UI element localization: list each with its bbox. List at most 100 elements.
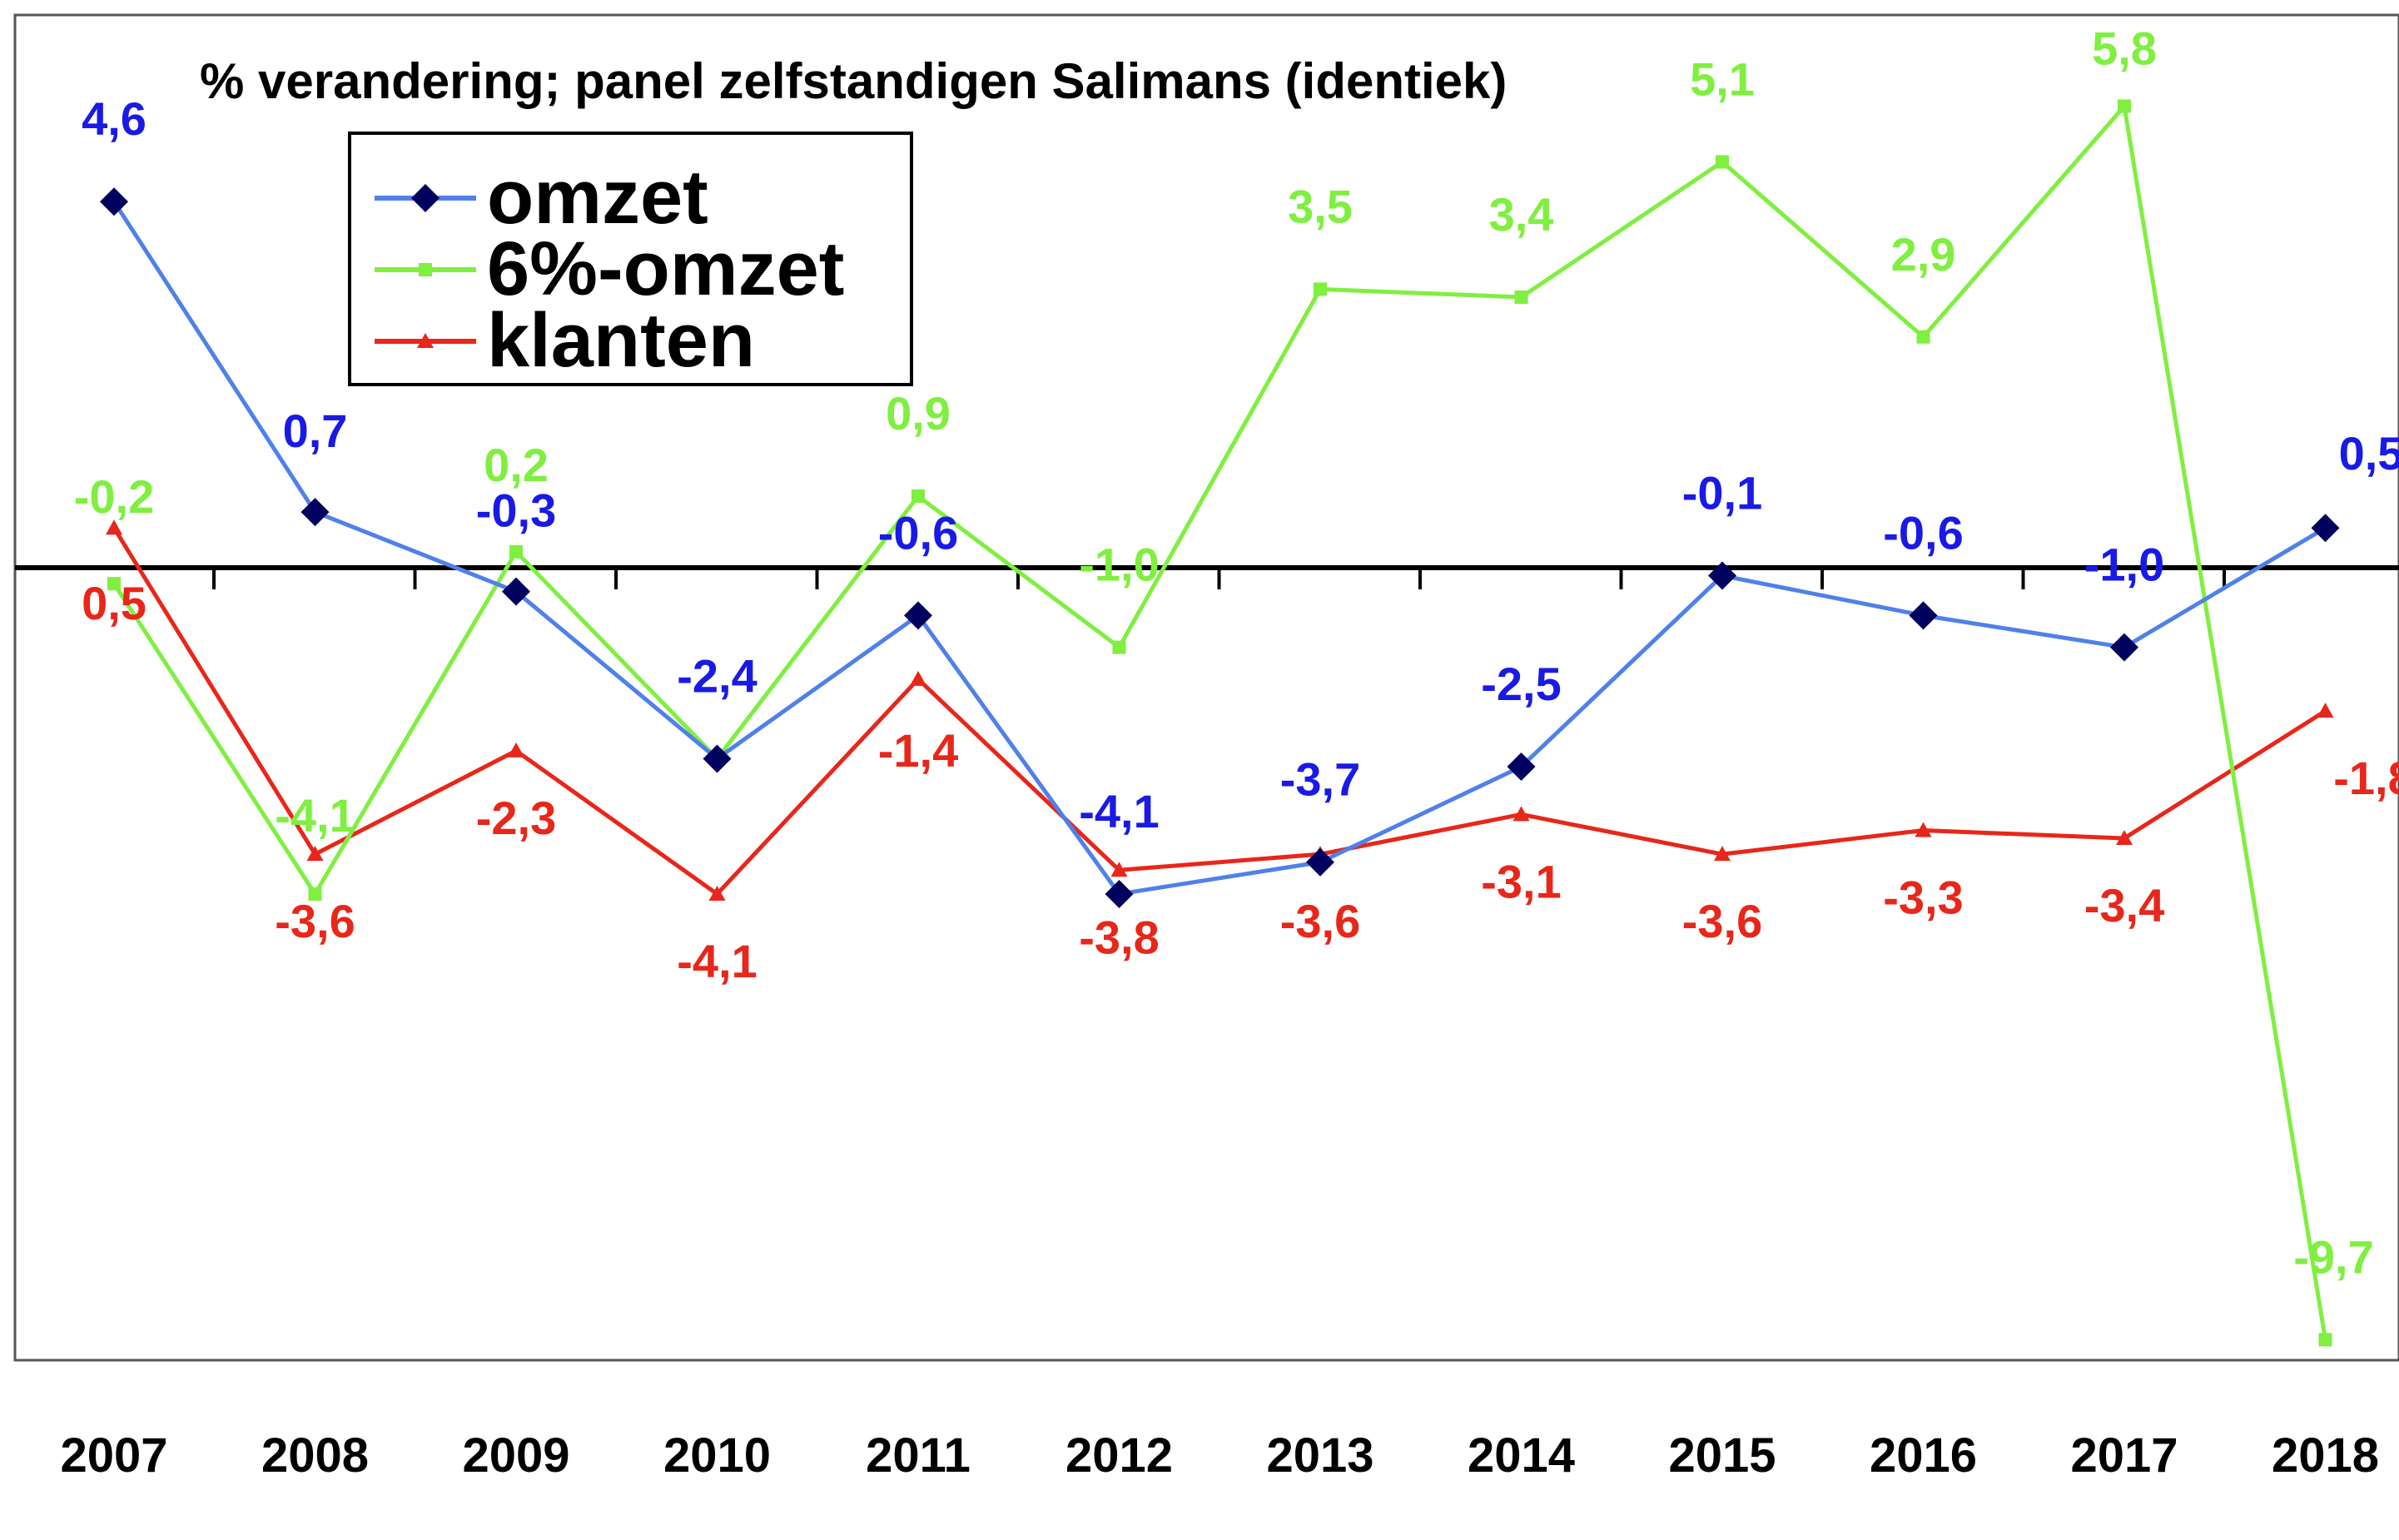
data-label: -2,3 bbox=[476, 792, 557, 844]
x-tick-labels: 2007 2008 2009 2010 2011 2012 2013 2014 2015 2016… bbox=[60, 1428, 2379, 1483]
data-point-marker bbox=[910, 670, 926, 686]
chart-title: % verandering; panel zelfstandigen Salim… bbox=[200, 53, 1507, 109]
legend-item-omzet: omzet bbox=[375, 155, 708, 240]
data-labels: -0,2 -4,1 0,2 -2,4 0,9 -1,0 3,5 3,4 5,1 2,9 5,8 -9,… bbox=[74, 22, 2399, 1284]
data-point-marker bbox=[107, 577, 121, 591]
legend-square-icon bbox=[419, 263, 432, 276]
x-tick-label: 2017 bbox=[2070, 1428, 2178, 1483]
data-point-marker bbox=[1514, 290, 1528, 304]
data-label: 3,5 bbox=[1288, 180, 1353, 232]
legend-item-6pct-omzet: 6%-omzet bbox=[375, 226, 844, 311]
x-tick-label: 2016 bbox=[1870, 1428, 1977, 1483]
x-tick-label: 2018 bbox=[2272, 1428, 2379, 1483]
legend-diamond-icon bbox=[411, 184, 440, 212]
data-point-marker bbox=[300, 498, 330, 527]
data-point-marker bbox=[1708, 561, 1736, 590]
data-label: -0,6 bbox=[878, 506, 959, 559]
data-point-marker bbox=[106, 519, 122, 535]
data-label: -4,1 bbox=[677, 935, 757, 987]
data-point-marker bbox=[2317, 703, 2334, 718]
x-tick-label: 2012 bbox=[1065, 1428, 1173, 1483]
data-label: 2,9 bbox=[1891, 228, 1956, 281]
data-label: -2,4 bbox=[677, 649, 757, 702]
data-label: -1,0 bbox=[2084, 539, 2165, 591]
data-label: 0,5 bbox=[2339, 427, 2399, 479]
data-point-marker bbox=[509, 544, 523, 559]
data-point-marker bbox=[100, 187, 128, 216]
legend: omzet 6%-omzet klanten bbox=[348, 132, 913, 386]
data-label: -3,7 bbox=[1280, 753, 1361, 806]
data-point-marker bbox=[703, 744, 732, 773]
data-point-marker bbox=[308, 887, 322, 901]
legend-item-klanten: klanten bbox=[375, 298, 755, 383]
data-point-marker bbox=[904, 601, 932, 630]
data-label: 0,9 bbox=[886, 387, 951, 440]
data-label: -3,6 bbox=[1682, 895, 1763, 947]
data-label: -3,6 bbox=[1280, 895, 1361, 947]
x-tick-label: 2013 bbox=[1266, 1428, 1373, 1483]
x-tick-label: 2015 bbox=[1668, 1428, 1776, 1483]
data-label: 0,2 bbox=[484, 439, 549, 491]
data-label: -1,0 bbox=[1079, 539, 1160, 591]
series-line-klanten bbox=[112, 526, 2327, 897]
data-label: -4,1 bbox=[1079, 785, 1160, 837]
data-point-marker bbox=[1507, 753, 1536, 781]
data-point-marker bbox=[2110, 633, 2138, 662]
data-label: 0,5 bbox=[82, 577, 147, 629]
data-point-marker bbox=[306, 846, 324, 862]
data-point-marker bbox=[1112, 640, 1126, 654]
data-label: 5,8 bbox=[2092, 22, 2157, 75]
x-tick-label: 2014 bbox=[1468, 1428, 1575, 1483]
data-label: -3,1 bbox=[1481, 855, 1562, 907]
data-label: 5,1 bbox=[1690, 52, 1755, 105]
data-label: 3,4 bbox=[1489, 188, 1554, 241]
data-point-marker bbox=[2116, 830, 2133, 846]
legend-triangle-icon bbox=[417, 333, 434, 348]
data-label: -3,6 bbox=[275, 895, 355, 947]
data-label: -0,2 bbox=[74, 470, 155, 523]
data-label: 4,6 bbox=[82, 92, 147, 145]
data-point-marker bbox=[708, 885, 726, 901]
series-line-omzet bbox=[112, 200, 2327, 897]
x-tick-label: 2011 bbox=[866, 1428, 971, 1483]
legend-label-klanten: klanten bbox=[487, 298, 755, 383]
data-label: -3,8 bbox=[1079, 911, 1160, 963]
data-label: -1,8 bbox=[2333, 752, 2399, 804]
data-label: -0,1 bbox=[1682, 467, 1763, 519]
series-markers bbox=[100, 99, 2340, 1347]
data-point-marker bbox=[508, 742, 524, 758]
data-label: -9,7 bbox=[2293, 1230, 2374, 1283]
data-point-marker bbox=[1512, 806, 1530, 822]
data-point-marker bbox=[1909, 601, 1938, 630]
data-point-marker bbox=[502, 577, 530, 606]
data-label: -0,3 bbox=[476, 484, 557, 537]
data-point-marker bbox=[2118, 99, 2131, 113]
data-point-marker bbox=[1110, 862, 1128, 877]
x-tick-label: 2010 bbox=[663, 1428, 771, 1483]
data-point-marker bbox=[1314, 282, 1327, 296]
data-point-marker bbox=[1916, 330, 1930, 344]
data-label: -3,4 bbox=[2084, 879, 2165, 931]
data-label: -2,5 bbox=[1481, 658, 1562, 710]
data-point-marker bbox=[1716, 155, 1729, 169]
data-point-marker bbox=[2318, 1333, 2332, 1347]
data-label: -2,4 bbox=[677, 649, 757, 702]
data-point-marker bbox=[1915, 822, 1932, 837]
legend-label-6pct-omzet: 6%-omzet bbox=[487, 226, 844, 311]
data-point-marker bbox=[1105, 879, 1134, 908]
series-lines bbox=[112, 104, 2327, 1340]
x-tick-label: 2009 bbox=[462, 1428, 569, 1483]
series-line-6pct-omzet bbox=[112, 104, 2327, 1340]
x-tick-label: 2007 bbox=[60, 1428, 167, 1483]
data-label: -3,3 bbox=[1883, 871, 1964, 923]
x-tick-label: 2008 bbox=[261, 1428, 369, 1483]
data-label: -1,4 bbox=[878, 724, 959, 777]
axis-ticks bbox=[212, 568, 2226, 589]
data-point-marker bbox=[1714, 846, 1731, 862]
data-point-marker bbox=[1306, 847, 1334, 877]
data-label: 0,7 bbox=[283, 405, 348, 457]
legend-label-omzet: omzet bbox=[487, 155, 708, 240]
data-point-marker bbox=[2311, 514, 2340, 543]
data-label: -0,6 bbox=[1883, 506, 1964, 559]
